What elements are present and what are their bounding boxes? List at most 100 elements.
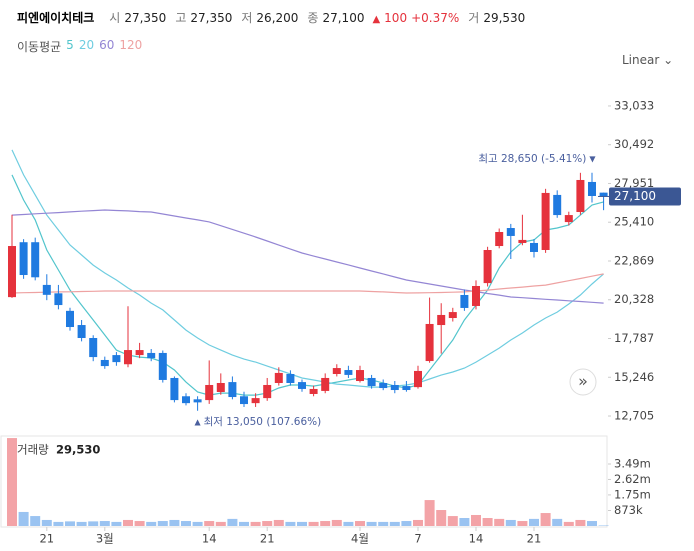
quote-value: 27,350 xyxy=(124,11,167,25)
quote-label: 시 xyxy=(109,11,121,25)
volume-bar xyxy=(7,438,17,526)
volume-bar xyxy=(308,521,319,526)
candle-body xyxy=(263,384,272,399)
candle-body xyxy=(437,314,446,326)
volume-bar xyxy=(401,521,412,526)
volume-bar xyxy=(111,521,122,526)
candle-body xyxy=(506,228,515,236)
candle-body xyxy=(599,192,608,197)
candle-body xyxy=(379,383,388,389)
candle-body xyxy=(286,374,295,384)
volume-bar xyxy=(53,521,64,526)
candle-body xyxy=(425,323,434,362)
volume-bar xyxy=(204,521,215,526)
candle-body xyxy=(112,355,121,363)
quote-value: 27,100 xyxy=(322,11,365,25)
volume-bar xyxy=(447,516,458,526)
volume-bar xyxy=(30,516,41,526)
volume-bar xyxy=(239,521,249,526)
candle-body xyxy=(66,310,74,328)
candle-body xyxy=(182,396,190,404)
candle-body xyxy=(564,215,573,223)
legend-title: 이동평균 xyxy=(17,40,62,54)
volume-tick-label: 3.49m xyxy=(614,457,651,471)
volume-bar xyxy=(285,521,296,526)
volume-bar xyxy=(273,519,284,526)
expand-button[interactable]: » xyxy=(569,368,597,396)
volume-bar xyxy=(389,521,400,526)
candle-body xyxy=(89,338,98,358)
candle-body xyxy=(42,284,51,295)
y-tick-label: 22,869 xyxy=(614,253,654,267)
candle-body xyxy=(158,352,167,380)
volume-bar xyxy=(494,518,505,526)
volume-bar xyxy=(552,518,563,526)
high-annotation: 최고 28,650 (-5.41%) xyxy=(478,153,586,165)
volume-bar xyxy=(424,500,435,526)
candle-body xyxy=(240,396,248,405)
y-tick-label: 20,328 xyxy=(614,292,654,306)
volume-bar xyxy=(366,521,377,526)
quote-header: 피엔에이치테크 시 27,350 고 27,350 저 26,200 종 27,100 … xyxy=(17,9,525,26)
candle-body xyxy=(100,359,109,367)
candle-body xyxy=(553,194,562,216)
candle-body xyxy=(193,399,202,403)
current-price-tag xyxy=(609,187,681,206)
volume-bar xyxy=(598,525,609,526)
y-tick-label: 27,951 xyxy=(614,176,654,190)
candle-body xyxy=(448,312,457,319)
stock-name: 피엔에이치테크 xyxy=(17,11,95,25)
y-tick-label: 30,492 xyxy=(614,137,654,151)
candle-body xyxy=(576,179,585,213)
volume-bar xyxy=(587,521,597,526)
volume-bar xyxy=(65,521,75,526)
quote-value: 27,350 xyxy=(190,11,233,25)
candle-body xyxy=(170,377,179,401)
candle-body xyxy=(356,370,364,382)
candle-body xyxy=(321,377,330,391)
volume-title: 거래량 xyxy=(17,443,49,457)
x-tick-label: 14 xyxy=(202,532,217,546)
y-tick-label: 12,705 xyxy=(614,409,654,423)
volume-tick-label: 2.62m xyxy=(614,472,651,486)
volume-bar xyxy=(76,521,87,526)
quote-label: 저 xyxy=(241,11,253,25)
legend-entry: 20 xyxy=(78,38,95,52)
candle-body xyxy=(298,382,306,389)
moving-average xyxy=(11,174,604,396)
candle-body xyxy=(530,242,538,252)
candle-body xyxy=(344,370,353,375)
legend-entry: 5 xyxy=(66,38,74,52)
quote-value: 29,530 xyxy=(483,11,526,25)
candle-body xyxy=(135,350,144,356)
candle-body xyxy=(77,325,86,339)
volume-bar xyxy=(88,521,99,526)
change-value: 100 xyxy=(384,11,408,25)
volume-bar xyxy=(41,519,52,526)
moving-average xyxy=(11,149,604,388)
x-tick-label: 21 xyxy=(39,532,54,546)
low-marker: ▲ xyxy=(195,417,202,426)
volume-bar xyxy=(250,521,261,526)
candle-body xyxy=(54,293,63,306)
volume-bar xyxy=(123,519,133,526)
up-arrow: ▲ xyxy=(372,14,381,25)
volume-tick-label: 873k xyxy=(614,503,643,517)
volume-bar xyxy=(146,521,157,526)
volume-bar xyxy=(320,521,331,526)
x-tick-label: 3월 xyxy=(96,532,114,546)
volume-tick-label: 1.75m xyxy=(614,487,651,501)
scale-dropdown[interactable]: Linear ⌄ xyxy=(622,53,673,67)
y-tick-label: 15,246 xyxy=(614,370,654,384)
volume-bar xyxy=(262,521,273,526)
scale-label: Linear xyxy=(622,53,660,67)
high-marker: ▼ xyxy=(589,154,596,163)
candle-body xyxy=(31,242,40,278)
volume-bar xyxy=(459,518,470,526)
volume-bar xyxy=(227,518,238,526)
candle-body xyxy=(228,382,237,398)
candle-body xyxy=(8,246,16,298)
volume-bar xyxy=(169,519,180,526)
quote-label: 고 xyxy=(175,11,187,25)
